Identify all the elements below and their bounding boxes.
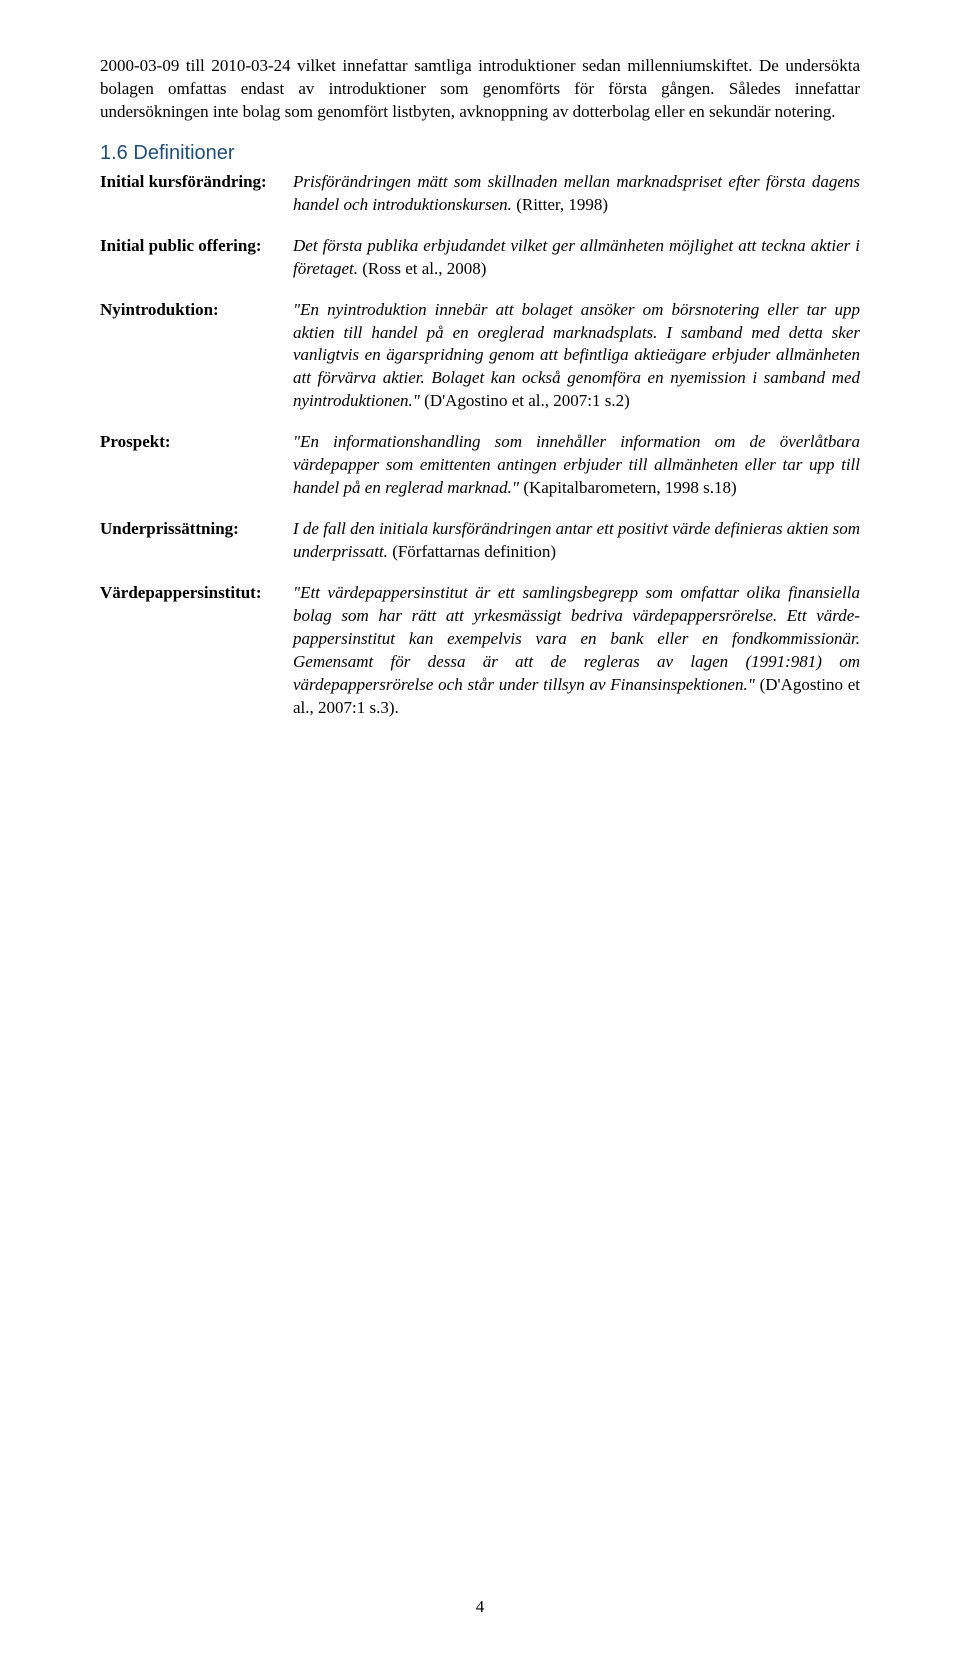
document-page: 2000-03-09 till 2010-03-24 vilket innefa… — [0, 0, 960, 1657]
definition-body-roman: (Kapitalbarometern, 1998 s.18) — [519, 478, 737, 497]
section-title: Definitioner — [133, 142, 234, 164]
intro-paragraph: 2000-03-09 till 2010-03-24 vilket innefa… — [100, 55, 860, 124]
definition-term: Underprissättning: — [100, 518, 293, 541]
definition-body-italic: I de fall den initiala kursförändringen … — [293, 519, 860, 561]
section-heading: 1.6 Definitioner — [100, 142, 860, 165]
definition-body: "Ett värdepappersinstitut är ett samling… — [293, 582, 860, 720]
definition-term: Värdepappersinstitut: — [100, 582, 293, 605]
definition-body: "En nyintroduktion innebär att bolaget a… — [293, 299, 860, 414]
definition-term: Initial kursförändring: — [100, 171, 293, 194]
definition-row: Nyintroduktion: "En nyintroduktion inneb… — [100, 299, 860, 414]
definition-term: Initial public offering: — [100, 235, 293, 258]
definition-row: Initial kursförändring: Prisförändringen… — [100, 171, 860, 217]
definition-row: Initial public offering: Det första publ… — [100, 235, 860, 281]
definition-body-roman: (Ritter, 1998) — [512, 195, 608, 214]
definition-body: Det första publika erbjudandet vilket ge… — [293, 235, 860, 281]
definition-row: Prospekt: "En informationshandling som i… — [100, 431, 860, 500]
definition-term: Nyintroduktion: — [100, 299, 293, 322]
definition-body: "En informationshandling som innehåller … — [293, 431, 860, 500]
section-number: 1.6 — [100, 142, 128, 164]
definition-body-roman: (Författarnas definition) — [388, 542, 556, 561]
definition-body-roman: (D'Agostino et al., 2007:1 s.2) — [420, 391, 630, 410]
definition-row: Underprissättning: I de fall den initial… — [100, 518, 860, 564]
definition-body: I de fall den initiala kursförändringen … — [293, 518, 860, 564]
definition-row: Värdepappersinstitut: "Ett värdepappersi… — [100, 582, 860, 720]
definition-body: Prisförändringen mätt som skillnaden mel… — [293, 171, 860, 217]
page-number: 4 — [0, 1597, 960, 1617]
definitions-list: Initial kursförändring: Prisförändringen… — [100, 171, 860, 720]
definition-body-roman: (Ross et al., 2008) — [358, 259, 486, 278]
definition-term: Prospekt: — [100, 431, 293, 454]
